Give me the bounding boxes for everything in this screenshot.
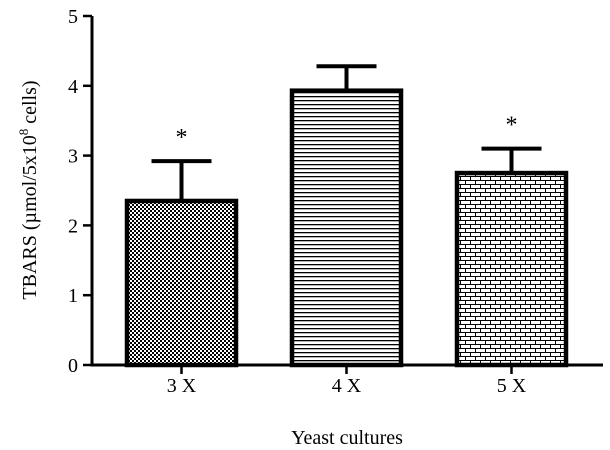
y-axis-label: TBARS (µmol/5x108 cells) (16, 80, 41, 299)
y-tick-label: 4 (68, 76, 78, 98)
bar-5x (454, 170, 569, 368)
x-tick-label: 4 X (332, 375, 362, 397)
x-tick-label: 5 X (497, 375, 527, 397)
y-axis-label-main: TBARS (µmol/5x10 (19, 135, 41, 299)
y-tick-label: 3 (68, 146, 78, 168)
y-axis-ticks: 0 1 2 3 4 5 (68, 6, 92, 377)
bar-4x (289, 88, 404, 368)
x-tick-label: 3 X (167, 375, 197, 397)
y-axis-label-superscript: 8 (16, 129, 31, 136)
y-tick-label: 5 (68, 6, 78, 28)
y-tick-label: 1 (68, 285, 78, 307)
significance-marker: * (176, 125, 188, 151)
y-axis-label-tail: cells) (19, 80, 41, 128)
bar-3x (124, 198, 239, 368)
significance-marker: * (506, 113, 518, 139)
x-axis-label: Yeast cultures (291, 427, 403, 449)
x-axis-ticks: 3 X 4 X 5 X (167, 365, 527, 397)
y-tick-label: 2 (68, 215, 78, 237)
bars: * * (124, 64, 569, 368)
y-tick-label: 0 (68, 355, 78, 377)
